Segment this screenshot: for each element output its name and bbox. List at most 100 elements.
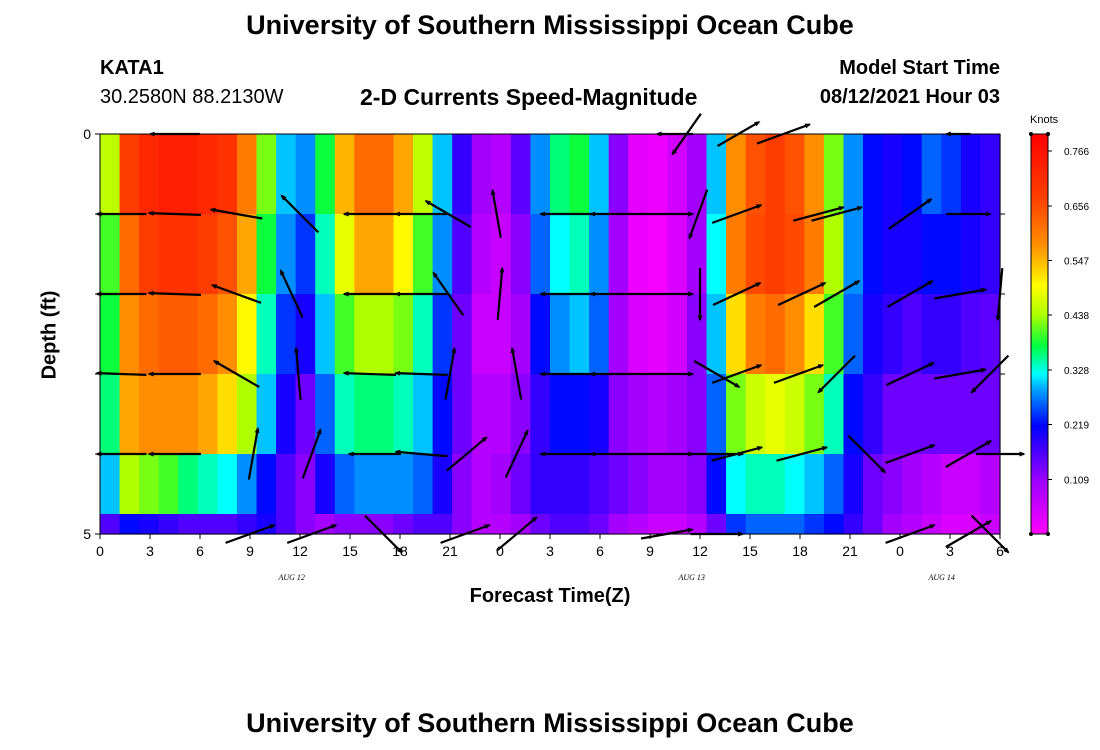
heatmap-cell <box>589 134 610 215</box>
heatmap-cell <box>667 454 688 515</box>
heatmap-cell <box>139 134 160 215</box>
x-tick-label: 3 <box>546 543 554 559</box>
heatmap-cell <box>823 454 845 515</box>
current-vector <box>490 188 502 238</box>
current-vector <box>847 434 887 474</box>
heatmap-cell <box>589 514 610 535</box>
heatmap-cell <box>628 454 649 515</box>
heatmap-cell <box>452 374 473 455</box>
heatmap-cell <box>843 374 864 455</box>
heatmap-cell <box>569 514 590 535</box>
heatmap-cell <box>765 294 786 375</box>
heatmap-cell <box>980 134 1001 215</box>
heatmap-cell <box>158 374 179 455</box>
heatmap-cell <box>765 134 786 215</box>
heatmap-cell <box>686 214 708 295</box>
heatmap-cell <box>863 374 884 455</box>
heatmap-cell <box>608 454 629 515</box>
heatmap-cell <box>197 454 218 515</box>
colorbar: 0.766 0.656 0.547 0.438 0.328 0.219 0.109 <box>1029 132 1089 536</box>
heatmap-cell <box>980 214 1001 295</box>
heatmap-cell <box>197 214 218 295</box>
heatmap-cell <box>941 454 962 515</box>
heatmap-cell <box>315 374 336 455</box>
heatmap-cell <box>276 294 297 375</box>
heatmap-cell <box>784 514 805 535</box>
heatmap-cell <box>256 134 277 215</box>
heatmap-cell <box>941 374 962 455</box>
heatmap-cell <box>139 454 160 515</box>
heatmap-cell <box>471 374 492 455</box>
heatmap-cell <box>334 134 355 215</box>
current-vector <box>712 282 762 306</box>
heatmap-cell <box>941 294 962 375</box>
heatmap-cell <box>765 514 786 535</box>
heatmap-cell <box>745 214 766 295</box>
heatmap-cell <box>452 454 473 515</box>
heatmap-cell <box>726 374 747 455</box>
heatmap-cell <box>902 374 923 455</box>
x-tick-label: 3 <box>146 543 154 559</box>
heatmap-cell <box>315 214 336 295</box>
heatmap-cell <box>569 454 590 515</box>
heatmap-cell <box>589 214 610 295</box>
heatmap-cell <box>491 294 512 375</box>
heatmap-cell <box>432 134 453 215</box>
heatmap-cell <box>941 134 962 215</box>
heatmap-cell <box>843 294 864 375</box>
heatmap-cell <box>784 294 805 375</box>
heatmap-cell <box>784 134 805 215</box>
heatmap-cell <box>882 134 903 215</box>
current-vector <box>711 446 764 462</box>
heatmap-cell <box>334 454 355 515</box>
current-vector <box>510 346 523 400</box>
current-vector <box>777 282 827 306</box>
heatmap-cell <box>178 214 199 295</box>
colorbar-tick-label: 0.109 <box>1064 476 1089 487</box>
heatmap-cell <box>510 214 532 295</box>
current-vector <box>147 290 202 297</box>
heatmap-cell <box>647 214 668 295</box>
x-tick-label: 6 <box>996 543 1004 559</box>
heatmap-cell <box>726 514 747 535</box>
colorbar-gradient <box>1030 133 1049 535</box>
heatmap-cell <box>158 134 179 215</box>
heatmap-cell <box>765 454 786 515</box>
heatmap-cell <box>413 454 434 515</box>
heatmap-cell <box>432 454 453 515</box>
x-tick-label: 21 <box>842 543 858 559</box>
heatmap-cell <box>628 514 649 535</box>
x-tick-label: 15 <box>342 543 358 559</box>
current-vector <box>773 364 825 384</box>
speed-heatmap <box>100 134 1001 535</box>
current-vector <box>934 287 988 300</box>
heatmap-cell <box>139 294 160 375</box>
colorbar-tick-label: 0.656 <box>1064 202 1089 213</box>
x-tick-label: 9 <box>646 543 654 559</box>
current-vector <box>496 266 505 320</box>
heatmap-cell <box>980 454 1001 515</box>
heatmap-cell <box>295 454 316 515</box>
heatmap-cell <box>804 294 825 375</box>
heatmap-cell <box>373 514 395 535</box>
x-axis-label: Forecast Time(Z) <box>469 585 631 607</box>
heatmap-cell <box>295 294 316 375</box>
date-label: AUG 14 <box>927 573 954 582</box>
x-tick-label: 0 <box>496 543 504 559</box>
heatmap-cell <box>510 294 532 375</box>
heatmap-cell <box>686 134 708 215</box>
x-tick-label: 21 <box>442 543 458 559</box>
x-tick-label: 18 <box>792 543 808 559</box>
heatmap-cell <box>628 134 649 215</box>
heatmap-cell <box>197 134 218 215</box>
heatmap-cell <box>745 134 766 215</box>
current-vector <box>301 428 322 479</box>
heatmap-cell <box>373 374 395 455</box>
x-tick-label: 12 <box>292 543 308 559</box>
heatmap-cell <box>863 514 884 535</box>
current-vector <box>934 367 988 380</box>
heatmap-cell <box>608 514 629 535</box>
heatmap-cell <box>550 294 571 375</box>
current-vector <box>688 189 709 240</box>
heatmap-cell <box>765 214 786 295</box>
